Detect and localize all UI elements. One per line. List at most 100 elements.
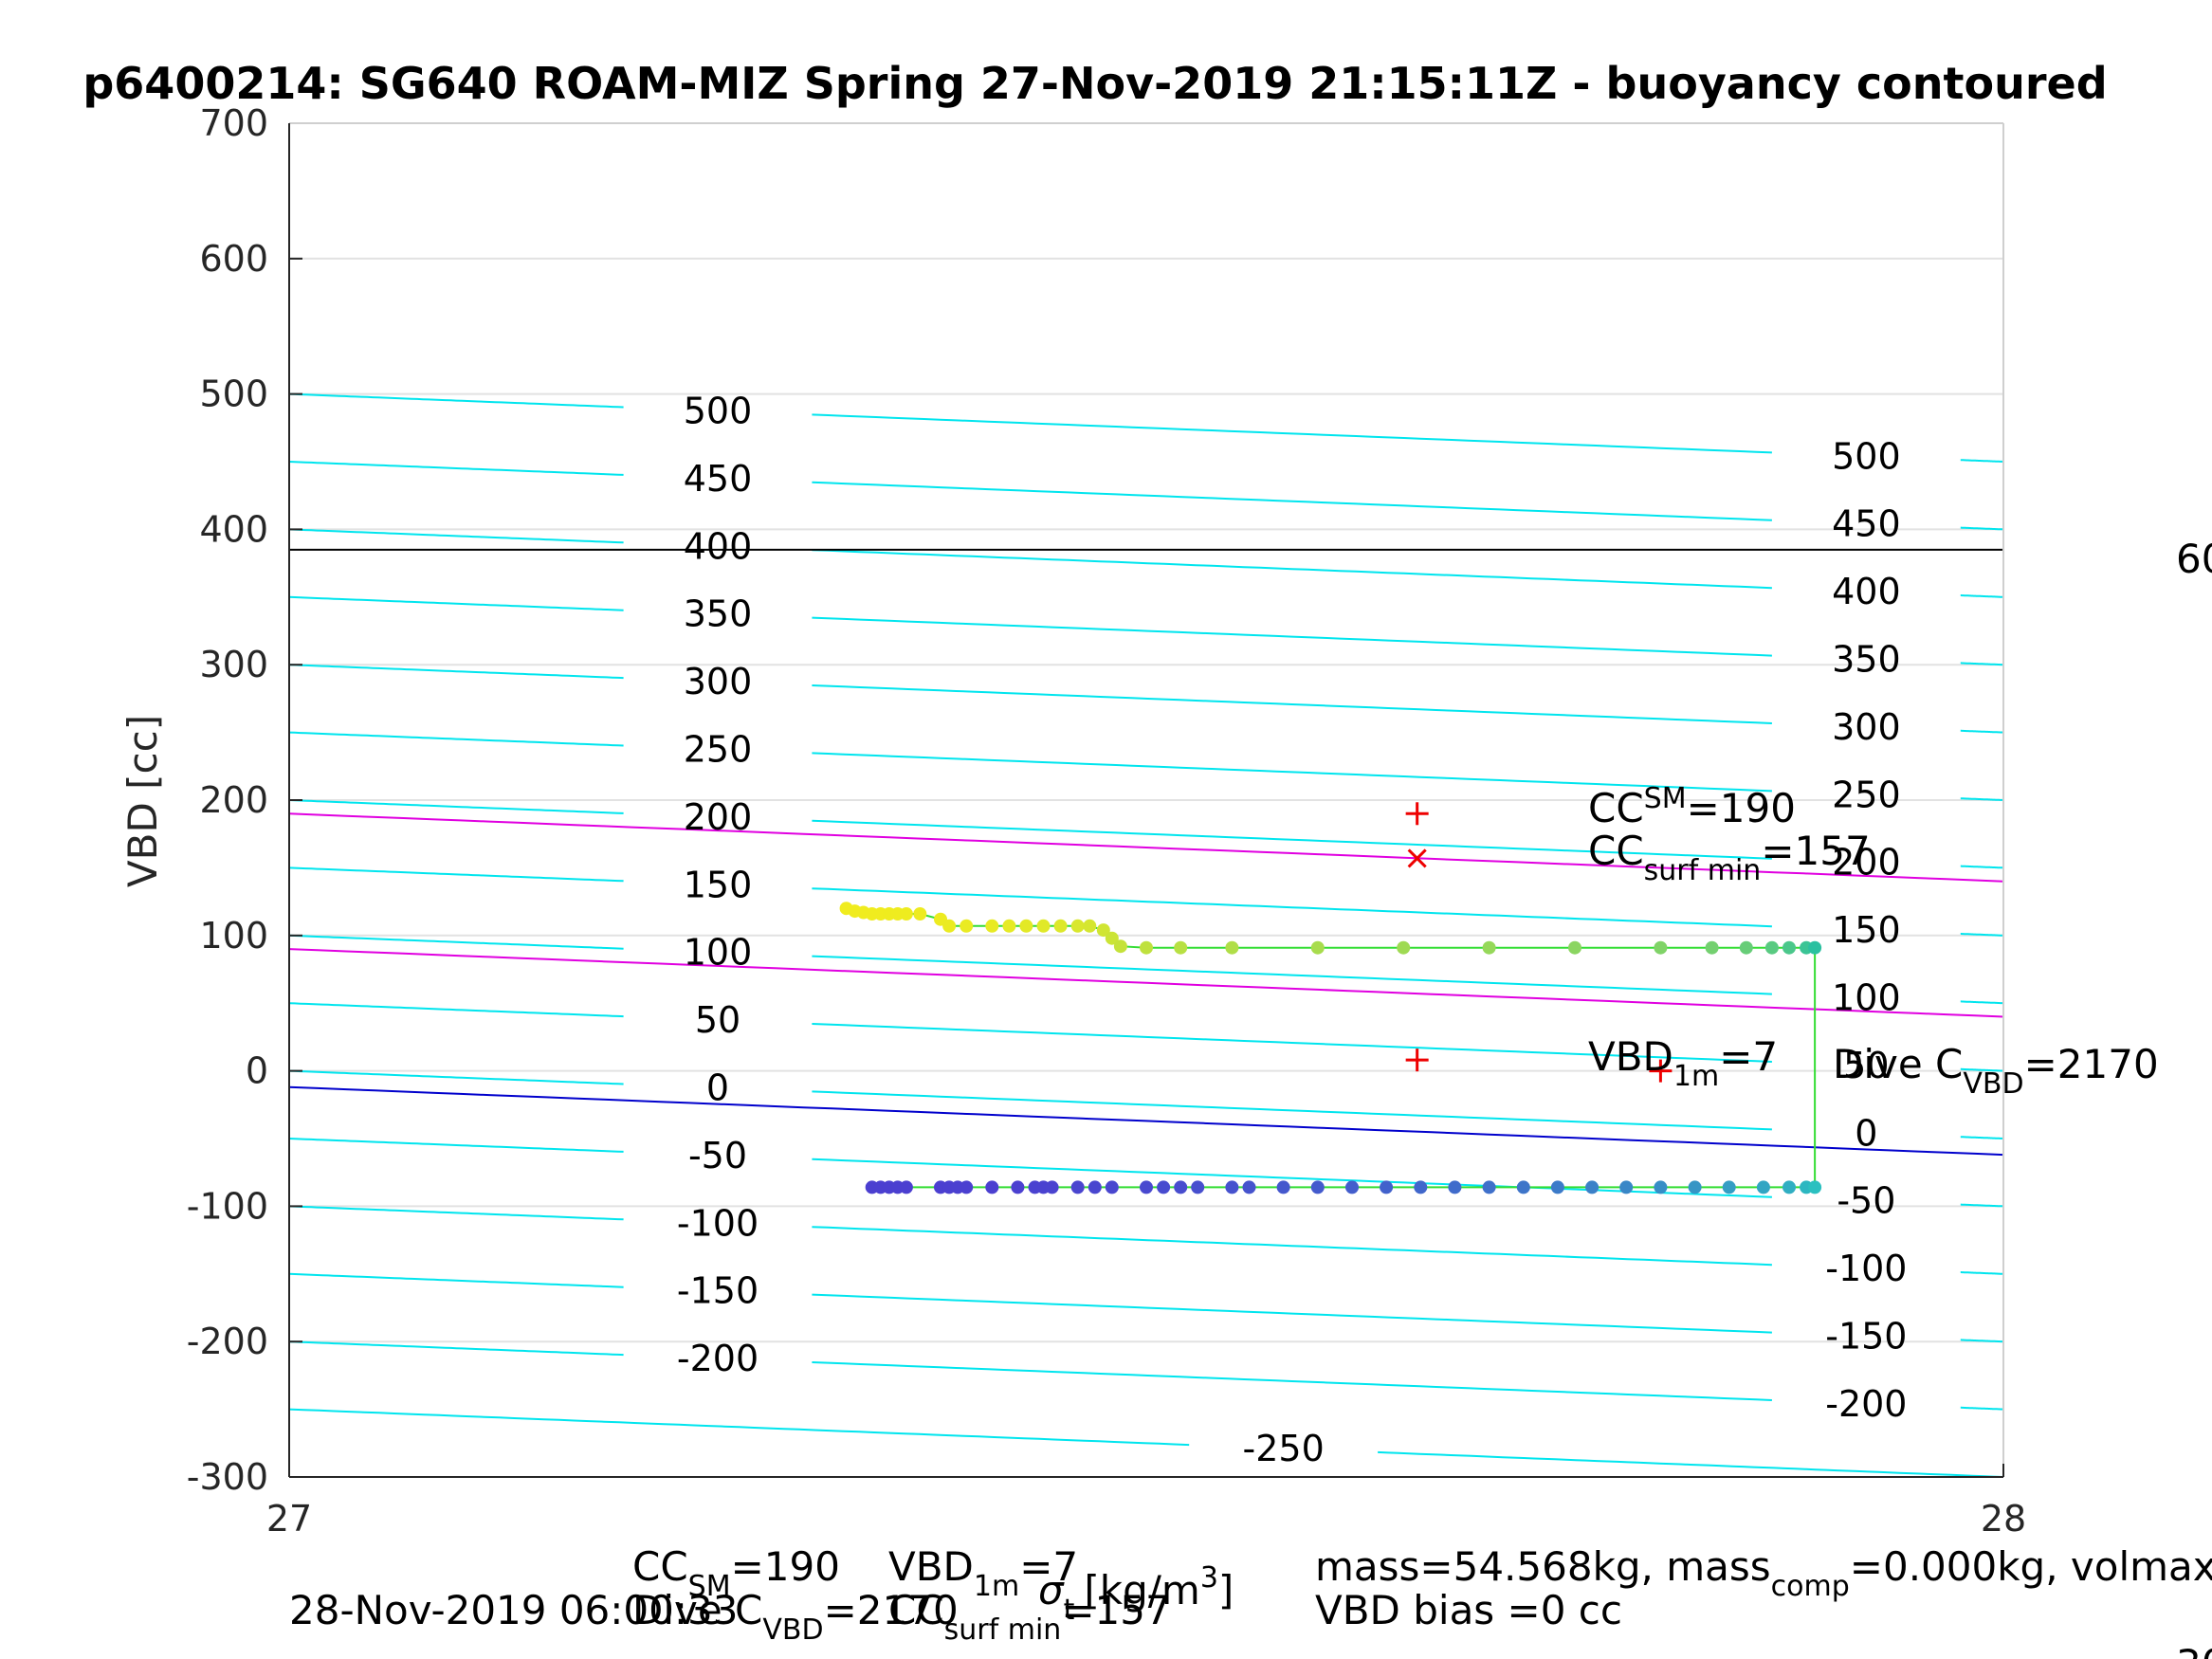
data-point — [1688, 1180, 1702, 1194]
data-point — [1585, 1180, 1600, 1194]
y-tick-label: 600 — [199, 238, 268, 280]
contour-line — [812, 549, 1772, 590]
y-tick-label: 400 — [199, 508, 268, 550]
contour-line — [812, 1226, 1772, 1267]
contour-line — [1960, 1136, 2003, 1139]
data-point — [1568, 940, 1581, 955]
data-point — [1096, 923, 1110, 938]
contour-line — [812, 684, 1772, 724]
contour-label-left: -50 — [688, 1135, 747, 1176]
contour-line — [812, 481, 1772, 521]
data-point — [1157, 1180, 1171, 1194]
data-point — [1310, 940, 1325, 955]
data-point — [1654, 1180, 1668, 1194]
data-point — [1310, 1180, 1325, 1194]
data-point — [1019, 919, 1033, 933]
data-point — [1782, 940, 1796, 955]
reference-line-label: 60 — [2176, 536, 2212, 582]
contour-label-left: 300 — [684, 661, 753, 702]
data-point — [1174, 1180, 1188, 1194]
contour-line — [1378, 1450, 2004, 1478]
data-point — [985, 919, 999, 933]
footer-vbd-1m: VBD1m=7 — [888, 1543, 1078, 1603]
data-point — [1113, 939, 1127, 954]
contour-line — [812, 413, 1772, 454]
data-point — [942, 919, 957, 933]
data-point — [899, 1180, 913, 1194]
data-point — [1045, 1180, 1059, 1194]
data-point — [1448, 1180, 1462, 1194]
x-marker — [1407, 848, 1427, 868]
data-point — [1482, 940, 1496, 955]
target-contour-line — [288, 948, 2004, 1018]
contour-line — [288, 1408, 1190, 1447]
contour-line — [812, 752, 1772, 793]
contour-label-right: 0 — [1855, 1112, 1877, 1154]
data-point — [1808, 1180, 1822, 1194]
contour-line — [1960, 1067, 2003, 1072]
data-point — [1191, 1180, 1205, 1194]
x-axis-label: σt [kg/m3] — [1038, 1561, 1234, 1627]
contour-line — [1960, 865, 2003, 869]
reference-hline: 60 — [289, 536, 2212, 582]
data-point — [1053, 919, 1068, 933]
data-point — [1105, 1180, 1119, 1194]
x-tick-label: 28 — [1981, 1498, 2026, 1540]
contour-line — [288, 461, 624, 476]
contour-label-right: 350 — [1832, 638, 1901, 680]
contour-line — [288, 731, 624, 747]
annotation-dive-c-vbd: Dive CVBD=2170 — [1833, 1041, 2159, 1101]
plus-marker — [1649, 1059, 1673, 1083]
contour-line — [288, 799, 624, 814]
data-point — [1516, 1180, 1530, 1194]
annotation-cc-sm: CCSM=190 — [1588, 782, 1796, 831]
target-contour-line — [288, 812, 2004, 883]
contour-line — [288, 1340, 624, 1357]
y-tick-label: 300 — [199, 644, 268, 685]
contour-line — [1960, 1000, 2003, 1005]
data-point — [1619, 1180, 1634, 1194]
contour-label-left: 0 — [706, 1066, 729, 1108]
data-point — [1808, 940, 1822, 955]
data-point — [1380, 1180, 1394, 1194]
data-point — [1036, 919, 1051, 933]
data-point — [960, 919, 974, 933]
contour-line — [288, 1138, 624, 1153]
contour-line — [812, 1158, 1772, 1198]
contour-line — [1960, 1339, 2003, 1343]
data-point — [985, 1180, 999, 1194]
y-tick-label: -200 — [187, 1321, 268, 1362]
contour-line — [812, 1361, 1772, 1401]
data-point — [899, 907, 913, 921]
contour-label-bottom: -250 — [1243, 1428, 1325, 1469]
y-tick-label: 100 — [199, 915, 268, 957]
contour-line — [288, 664, 624, 680]
contour-line — [812, 887, 1772, 928]
data-point — [1088, 1180, 1102, 1194]
data-points — [839, 902, 1822, 1194]
contour-line — [1960, 797, 2003, 801]
contour-label-left: -200 — [677, 1338, 759, 1379]
contour-label-right: 250 — [1832, 774, 1901, 815]
contour-line — [1960, 1406, 2003, 1411]
data-point — [960, 1180, 974, 1194]
contour-label-left: 400 — [684, 525, 753, 567]
y-tick-label: 500 — [199, 374, 268, 415]
contour-label-right: 200 — [1832, 842, 1901, 884]
contour-label-left: 100 — [684, 932, 753, 974]
contour-line — [812, 955, 1772, 995]
contour-label-right: -50 — [1837, 1180, 1895, 1222]
footer-cc-surf-min: CCsurf min=157 — [888, 1587, 1171, 1647]
contour-line — [1960, 1271, 2003, 1275]
plus-marker — [1405, 1048, 1429, 1072]
data-point — [1397, 940, 1411, 955]
contour-line — [812, 616, 1772, 657]
contour-label-left: -100 — [677, 1202, 759, 1244]
contour-line — [288, 934, 624, 950]
data-point — [1345, 1180, 1359, 1194]
data-point — [1550, 1180, 1564, 1194]
contour-label-right: 50 — [1843, 1045, 1889, 1086]
marker-stroke — [1407, 848, 1427, 868]
contour-label-right: 400 — [1832, 571, 1901, 612]
